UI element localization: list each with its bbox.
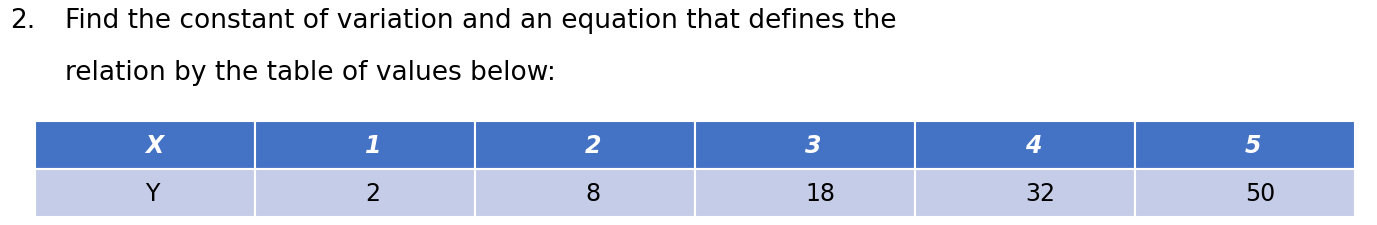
Bar [34, 122, 255, 169]
Bar [1135, 122, 1355, 169]
Text: 4: 4 [1024, 133, 1041, 157]
Text: 2: 2 [585, 133, 602, 157]
Text: Find the constant of variation and an equation that defines the: Find the constant of variation and an eq… [65, 8, 896, 34]
Text: 50: 50 [1245, 181, 1275, 205]
Bar [914, 169, 1135, 217]
Bar [695, 169, 914, 217]
Bar [34, 169, 255, 217]
Text: Y: Y [145, 181, 160, 205]
Bar [695, 122, 914, 169]
Text: 5: 5 [1245, 133, 1261, 157]
Text: 2: 2 [365, 181, 380, 205]
Text: 1: 1 [365, 133, 381, 157]
Bar [255, 169, 475, 217]
Bar [255, 122, 475, 169]
Bar [475, 122, 695, 169]
Bar [1135, 169, 1355, 217]
Text: 3: 3 [806, 133, 822, 157]
Text: 2.: 2. [10, 8, 36, 34]
Bar [914, 122, 1135, 169]
Text: 18: 18 [806, 181, 834, 205]
Bar [475, 169, 695, 217]
Text: 32: 32 [1024, 181, 1055, 205]
Text: 8: 8 [585, 181, 600, 205]
Text: X: X [145, 133, 164, 157]
Text: relation by the table of values below:: relation by the table of values below: [65, 60, 556, 86]
